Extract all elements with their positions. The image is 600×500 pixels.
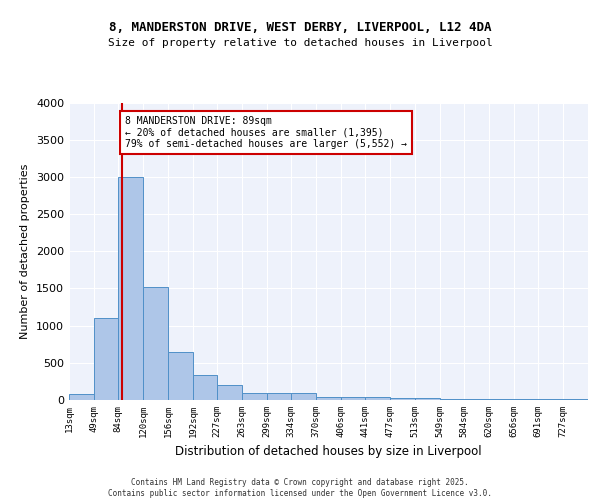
Bar	[267, 393, 291, 400]
Bar	[217, 385, 242, 400]
Bar	[118, 177, 143, 400]
Bar	[440, 398, 464, 400]
Bar	[390, 398, 415, 400]
Bar	[464, 398, 489, 400]
Y-axis label: Number of detached properties: Number of detached properties	[20, 164, 31, 339]
Text: Size of property relative to detached houses in Liverpool: Size of property relative to detached ho…	[107, 38, 493, 48]
Bar	[489, 399, 514, 400]
Bar	[291, 393, 316, 400]
Bar	[143, 286, 168, 400]
Bar	[168, 352, 193, 400]
Bar	[365, 398, 390, 400]
Text: 8, MANDERSTON DRIVE, WEST DERBY, LIVERPOOL, L12 4DA: 8, MANDERSTON DRIVE, WEST DERBY, LIVERPO…	[109, 21, 491, 34]
Bar	[94, 318, 118, 400]
Bar	[316, 396, 341, 400]
Bar	[193, 374, 217, 400]
X-axis label: Distribution of detached houses by size in Liverpool: Distribution of detached houses by size …	[175, 446, 482, 458]
Text: 8 MANDERSTON DRIVE: 89sqm
← 20% of detached houses are smaller (1,395)
79% of se: 8 MANDERSTON DRIVE: 89sqm ← 20% of detac…	[125, 116, 407, 149]
Bar	[415, 398, 440, 400]
Bar	[514, 399, 538, 400]
Bar	[69, 394, 94, 400]
Text: Contains HM Land Registry data © Crown copyright and database right 2025.
Contai: Contains HM Land Registry data © Crown c…	[108, 478, 492, 498]
Bar	[341, 397, 365, 400]
Bar	[242, 392, 267, 400]
